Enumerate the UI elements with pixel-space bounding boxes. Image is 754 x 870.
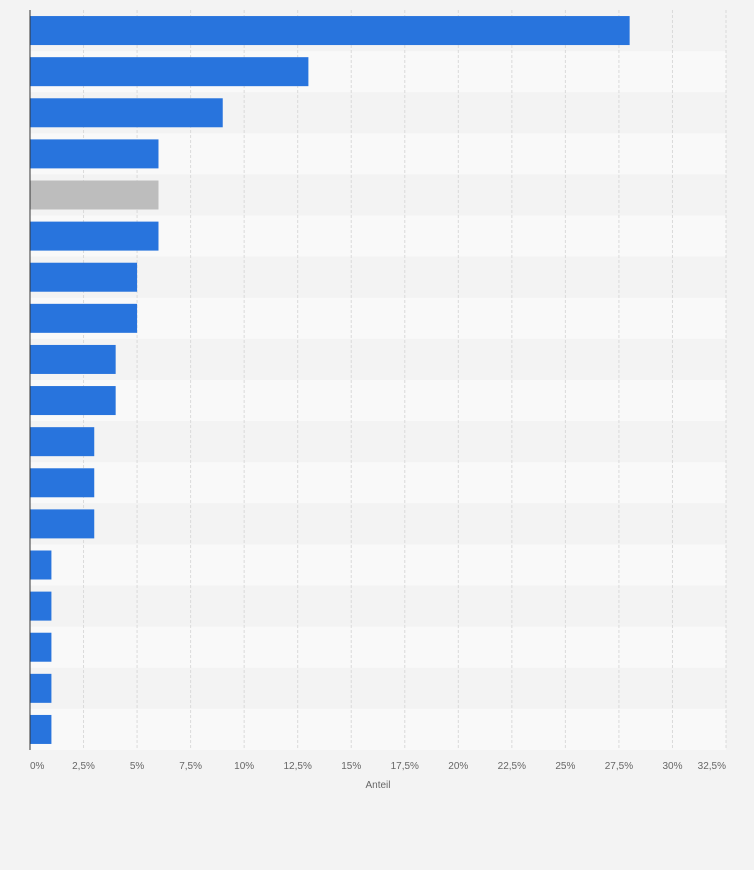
row-band: [30, 585, 726, 627]
x-tick-label: 0%: [30, 761, 45, 772]
row-band: [30, 380, 726, 422]
bar[interactable]: [30, 427, 95, 457]
row-band: [30, 256, 726, 298]
row-band: [30, 462, 726, 504]
x-tick-label: 5%: [130, 761, 145, 772]
row-band: [30, 421, 726, 463]
x-tick-label: 25%: [555, 761, 575, 772]
bar[interactable]: [30, 673, 52, 703]
bar[interactable]: [30, 632, 52, 662]
row-band: [30, 544, 726, 586]
x-tick-label: 27,5%: [605, 761, 633, 772]
bar[interactable]: [30, 386, 116, 416]
x-tick-label: 10%: [234, 761, 254, 772]
x-tick-label: 22,5%: [498, 761, 526, 772]
bars: [30, 16, 630, 744]
bar[interactable]: [30, 262, 138, 292]
bar[interactable]: [30, 139, 159, 169]
x-tick-label: 17,5%: [391, 761, 419, 772]
row-band: [30, 503, 726, 545]
bar[interactable]: [30, 344, 116, 374]
bar[interactable]: [30, 16, 630, 46]
x-tick-label: 30%: [662, 761, 682, 772]
bar[interactable]: [30, 57, 309, 87]
bar[interactable]: [30, 303, 138, 333]
row-band: [30, 338, 726, 380]
bar[interactable]: [30, 468, 95, 498]
x-tick-label: 15%: [341, 761, 361, 772]
row-band: [30, 667, 726, 709]
x-tick-label: 7,5%: [179, 761, 202, 772]
x-tick-label: 12,5%: [284, 761, 312, 772]
bar[interactable]: [30, 591, 52, 621]
x-tick-label: 32,5%: [698, 761, 726, 772]
bar[interactable]: [30, 98, 223, 128]
bar[interactable]: [30, 180, 159, 210]
x-tick-label: 20%: [448, 761, 468, 772]
x-tick-label: 2,5%: [72, 761, 95, 772]
bar[interactable]: [30, 509, 95, 539]
row-band: [30, 708, 726, 750]
bar[interactable]: [30, 714, 52, 744]
bar[interactable]: [30, 550, 52, 580]
grid-lines: [83, 10, 727, 750]
bar[interactable]: [30, 221, 159, 251]
row-band: [30, 297, 726, 339]
x-axis-title: Anteil: [365, 780, 390, 791]
x-tick-labels: 0% 2,5% 5% 7,5% 10% 12,5% 15% 17,5% 20% 22,5% 25% 2…: [30, 761, 726, 772]
row-band: [30, 626, 726, 668]
